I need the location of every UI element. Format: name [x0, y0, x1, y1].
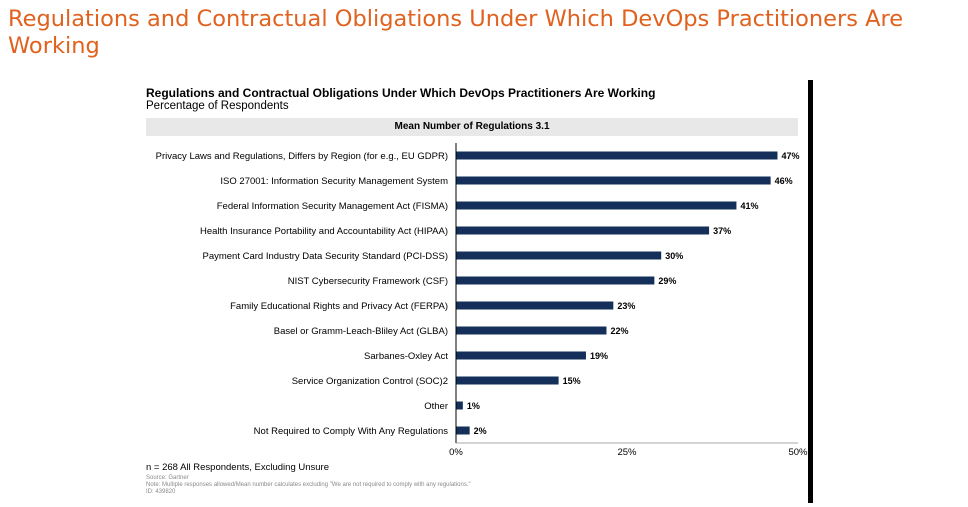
category-label: Other — [424, 401, 448, 412]
bar — [456, 176, 771, 185]
chart-figure: Regulations and Contractual Obligations … — [130, 80, 808, 503]
bar-value-label: 47% — [781, 151, 799, 161]
category-label: Federal Information Security Management … — [217, 201, 448, 212]
category-label: Basel or Gramm-Leach-Bliley Act (GLBA) — [274, 326, 448, 337]
bar — [456, 326, 607, 335]
category-label: Sarbanes-Oxley Act — [364, 351, 448, 362]
bar — [456, 401, 463, 410]
chart-subtitle: Percentage of Respondents — [146, 100, 289, 112]
bar-value-label: 22% — [610, 326, 628, 336]
chart-title: Regulations and Contractual Obligations … — [146, 86, 656, 100]
category-label: Family Educational Rights and Privacy Ac… — [230, 301, 448, 312]
bar — [456, 276, 655, 285]
category-label: Payment Card Industry Data Security Stan… — [202, 251, 448, 262]
bar-value-label: 30% — [665, 251, 683, 261]
mean-regulations-band: Mean Number of Regulations 3.1 — [146, 118, 798, 136]
bar-value-label: 29% — [658, 276, 676, 286]
category-label: Privacy Laws and Regulations, Differs by… — [156, 151, 448, 162]
bar — [456, 226, 710, 235]
bar-value-label: 19% — [590, 351, 608, 361]
x-tick-label: 50% — [788, 447, 808, 458]
bar — [456, 201, 737, 210]
bar — [456, 376, 559, 385]
x-tick-label: 25% — [617, 447, 637, 458]
category-label: Service Organization Control (SOC)2 — [292, 376, 448, 387]
bar-value-label: 15% — [563, 376, 581, 386]
footnote-sample-size: n = 268 All Respondents, Excluding Unsur… — [146, 462, 329, 473]
bar — [456, 426, 470, 435]
figure-right-border — [808, 80, 813, 503]
bar-value-label: 23% — [617, 301, 635, 311]
bar-value-label: 2% — [474, 426, 487, 436]
bar — [456, 151, 778, 160]
footnote-source: Source: Gartner — [146, 475, 189, 481]
bar — [456, 351, 586, 360]
bar-value-label: 1% — [467, 401, 480, 411]
footnote-note: Note: Multiple responses allowed/Mean nu… — [146, 482, 471, 488]
category-label: ISO 27001: Information Security Manageme… — [220, 176, 448, 187]
category-label: Health Insurance Portability and Account… — [200, 226, 448, 237]
category-label: NIST Cybersecurity Framework (CSF) — [288, 276, 448, 287]
slide-title: Regulations and Contractual Obligations … — [8, 6, 904, 59]
bar-value-label: 37% — [713, 226, 731, 236]
bar-chart-plot: Privacy Laws and Regulations, Differs by… — [156, 143, 808, 458]
bar-value-label: 46% — [775, 176, 793, 186]
bar — [456, 251, 662, 260]
footnote-id: ID: 439820 — [146, 489, 176, 495]
category-label: Not Required to Comply With Any Regulati… — [254, 426, 449, 437]
bar — [456, 301, 614, 310]
x-tick-label: 0% — [449, 447, 463, 458]
bar-value-label: 41% — [740, 201, 758, 211]
